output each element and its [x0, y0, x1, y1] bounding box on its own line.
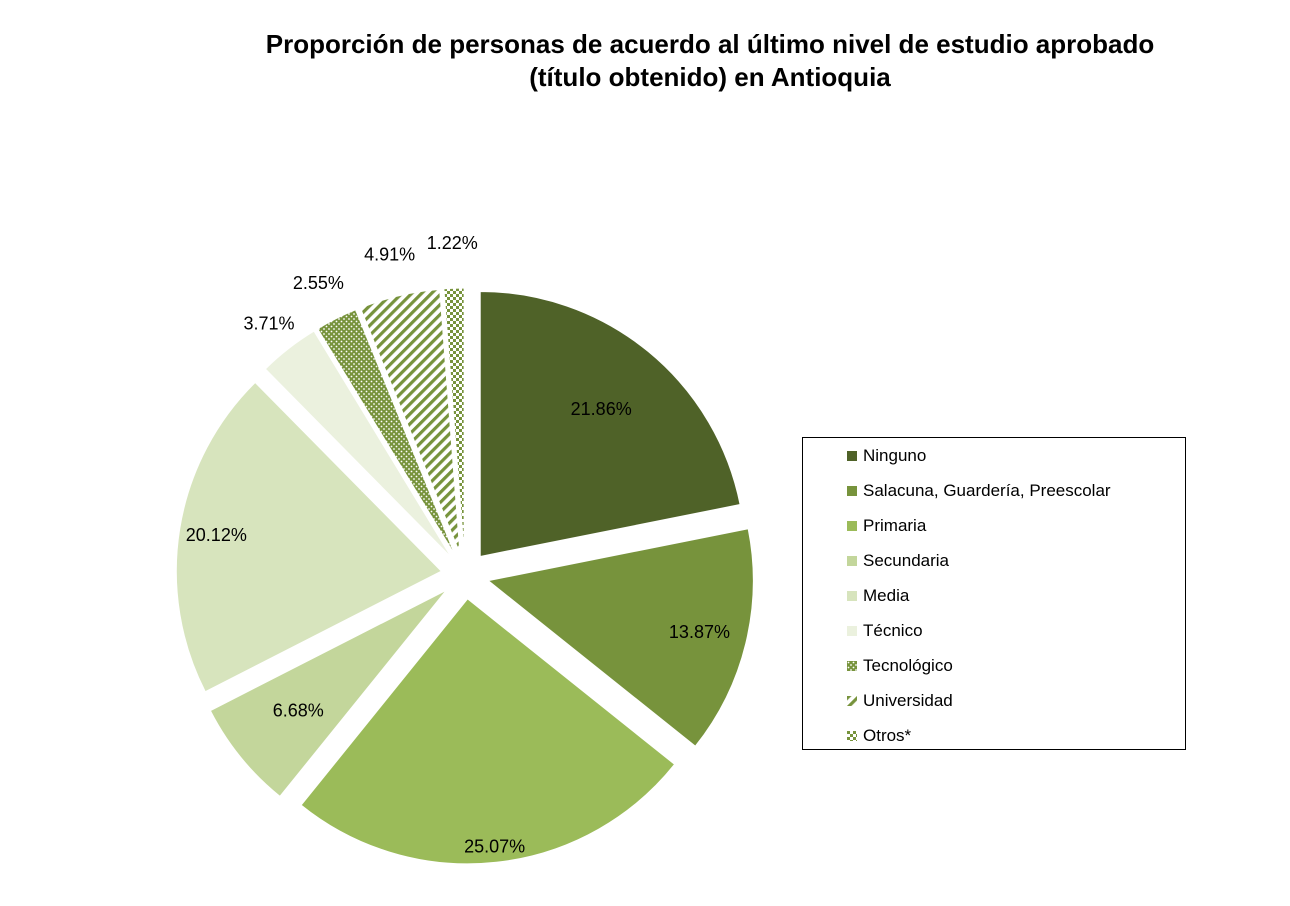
legend-swatch-1	[847, 451, 857, 461]
data-label-6: 3.71%	[244, 314, 295, 334]
legend-label-9: Otros*	[863, 726, 912, 745]
legend-label-8: Universidad	[863, 691, 953, 710]
data-label-3: 25.07%	[464, 836, 525, 856]
legend-item-1: Ninguno	[847, 445, 926, 467]
legend-swatch-6	[847, 626, 857, 636]
chart-legend: Ninguno Salacuna, Guardería, Preescolar Pr…	[802, 437, 1186, 750]
legend-item-5: Media	[847, 585, 909, 607]
legend-item-2: Salacuna, Guardería, Preescolar	[847, 480, 1111, 502]
pie-slice-6	[264, 330, 452, 558]
legend-item-9: Otros*	[847, 725, 911, 747]
legend-label-1: Ninguno	[863, 446, 927, 465]
pie-slice-1	[479, 290, 741, 558]
legend-swatch-2	[847, 486, 857, 496]
legend-label-6: Técnico	[863, 621, 923, 640]
legend-item-4: Secundaria	[847, 550, 949, 572]
data-label-2: 13.87%	[669, 622, 730, 642]
chart-title-line-1: Proporción de personas de acuerdo al últ…	[265, 29, 1155, 59]
data-label-7: 2.55%	[293, 273, 344, 293]
legend-swatch-5	[847, 591, 857, 601]
chart-title-line-2: (título obtenido) en Antioquia	[529, 62, 891, 92]
pie-slice-8	[359, 288, 461, 554]
data-label-8: 4.91%	[364, 244, 415, 264]
pie-slice-7	[316, 309, 456, 556]
pie-slice-3	[300, 598, 676, 865]
legend-swatch-3	[847, 521, 857, 531]
pie-slice-2	[487, 528, 754, 747]
data-label-5: 20.12%	[186, 525, 247, 545]
data-label-9: 1.22%	[427, 233, 478, 253]
legend-label-3: Primaria	[863, 516, 927, 535]
legend-swatch-4	[847, 556, 857, 566]
legend-label-5: Media	[863, 586, 910, 605]
pie-slice-5	[175, 381, 443, 693]
legend-swatch-9	[847, 731, 857, 741]
legend-label-4: Secundaria	[863, 551, 950, 570]
pie-slice-4	[209, 589, 447, 798]
legend-item-3: Primaria	[847, 515, 926, 537]
pie-slice-9	[443, 287, 465, 554]
legend-label-7: Tecnológico	[863, 656, 953, 675]
legend-label-2: Salacuna, Guardería, Preescolar	[863, 481, 1111, 500]
legend-item-6: Técnico	[847, 620, 923, 642]
legend-item-8: Universidad	[847, 690, 953, 712]
legend-swatch-7	[847, 661, 857, 671]
data-label-1: 21.86%	[571, 399, 632, 419]
legend-item-7: Tecnológico	[847, 655, 953, 677]
legend-swatch-8	[847, 696, 857, 706]
data-label-4: 6.68%	[273, 700, 324, 720]
